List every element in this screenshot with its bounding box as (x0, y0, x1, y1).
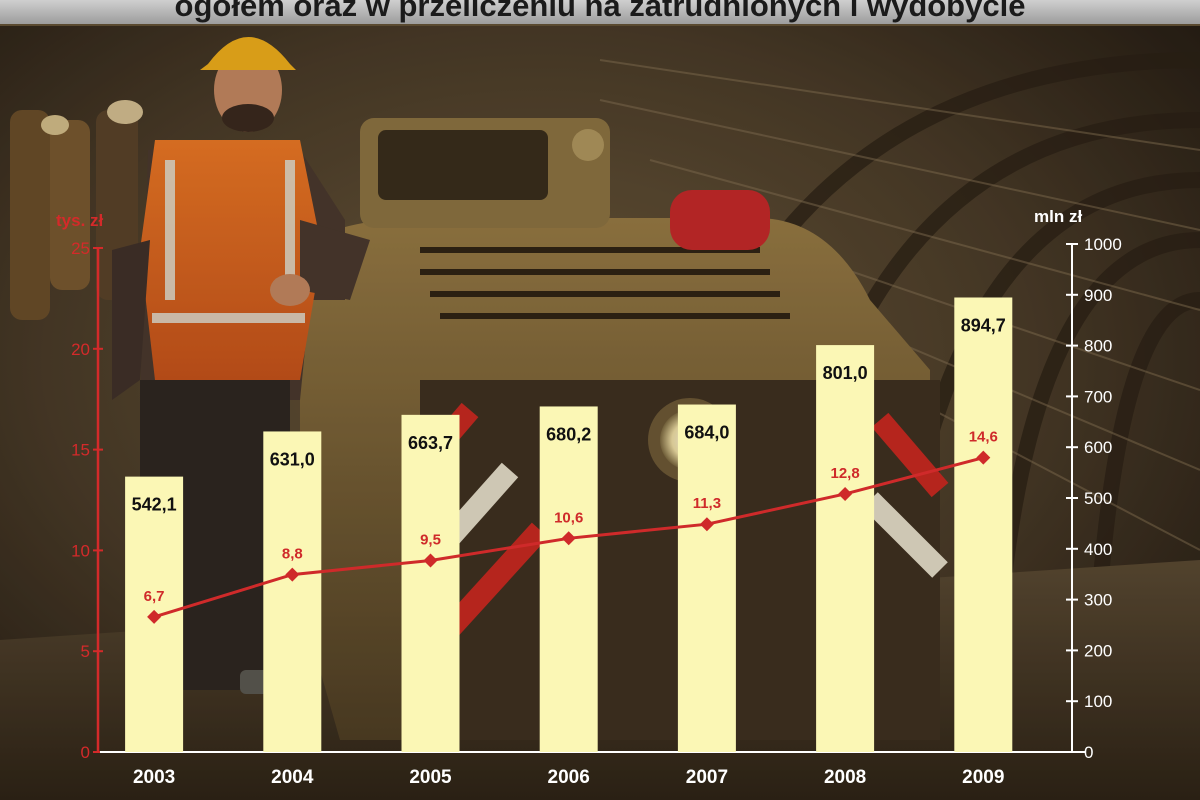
bar-2006 (539, 406, 598, 752)
right-axis-tick-label: 0 (1084, 743, 1093, 762)
line-value-label: 12,8 (830, 465, 859, 482)
line-point (147, 609, 162, 624)
left-axis-tick-label: 20 (71, 340, 90, 359)
title-banner: ogółem oraz w przeliczeniu na zatrudnion… (0, 0, 1200, 26)
category-labels: 2003 2004 2005 2006 2007 2008 2009 (133, 767, 1004, 788)
left-axis-tick-label: 0 (81, 743, 90, 762)
bar-2009 (954, 297, 1013, 752)
left-axis-tick-label: 25 (71, 239, 90, 258)
bar-value-label: 663,7 (408, 433, 453, 453)
left-axis: 0 5 10 15 20 25 tys. zł (56, 211, 104, 762)
line-point (561, 531, 576, 546)
line-value-label: 14,6 (969, 429, 998, 446)
category-label: 2007 (686, 767, 728, 788)
category-label: 2004 (271, 767, 314, 788)
line-point (976, 450, 991, 465)
line-value-label: 9,5 (420, 531, 441, 548)
bar-value-label: 680,2 (546, 424, 591, 444)
category-label: 2006 (548, 767, 590, 788)
bar-2004 (263, 431, 322, 752)
right-axis-tick-label: 100 (1084, 692, 1112, 711)
line-point (699, 517, 714, 532)
left-axis-tick-label: 5 (81, 642, 90, 661)
bar-2008 (816, 345, 875, 752)
line-series: 6,7 8,8 9,5 10,6 11,3 12,8 14,6 (144, 429, 998, 624)
left-axis-tick-label: 15 (71, 441, 90, 460)
right-axis-tick-label: 300 (1084, 591, 1112, 610)
right-axis-tick-label: 800 (1084, 337, 1112, 356)
chart-title: ogółem oraz w przeliczeniu na zatrudnion… (174, 0, 1026, 23)
line-point (838, 486, 853, 501)
bar-value-label: 801,0 (823, 363, 868, 383)
line-value-label: 8,8 (282, 546, 303, 563)
line-point (285, 567, 300, 582)
right-axis-tick-label: 500 (1084, 489, 1112, 508)
category-label: 2008 (824, 767, 866, 788)
line-value-label: 11,3 (693, 495, 721, 512)
left-axis-tick-label: 10 (71, 541, 90, 560)
right-axis-tick-label: 400 (1084, 540, 1112, 559)
line-value-label: 10,6 (554, 509, 583, 526)
left-axis-unit-label: tys. zł (56, 211, 104, 230)
bar-value-label: 542,1 (132, 495, 177, 515)
bar-value-label: 631,0 (270, 449, 315, 469)
right-axis-unit-label: mln zł (1034, 207, 1082, 226)
right-axis-tick-label: 600 (1084, 438, 1112, 457)
bar-2007 (677, 404, 736, 752)
bar-value-label: 894,7 (961, 315, 1006, 335)
line-value-label: 6,7 (144, 588, 165, 605)
bar-series: 542,1 631,0 663,7 680,2 684,0 801,0 894,7 (125, 297, 1013, 752)
bar-value-label: 684,0 (684, 423, 729, 443)
category-label: 2009 (962, 767, 1004, 788)
right-axis-tick-label: 1000 (1084, 235, 1122, 254)
right-axis-tick-label: 200 (1084, 641, 1112, 660)
background-miners (10, 100, 143, 320)
right-axis-tick-label: 900 (1084, 286, 1112, 305)
right-axis-tick-label: 700 (1084, 387, 1112, 406)
bar-2005 (401, 414, 460, 752)
line-point (423, 553, 438, 568)
category-label: 2003 (133, 767, 175, 788)
category-label: 2005 (409, 767, 452, 788)
